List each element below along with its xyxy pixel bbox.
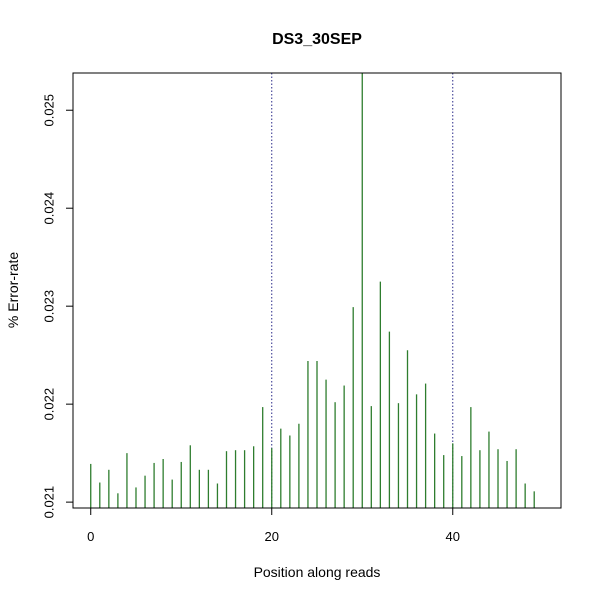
y-tick-label: 0.025 [41,94,56,127]
x-tick-label: 20 [265,529,279,544]
y-tick-label: 0.024 [41,192,56,225]
chart-title: DS3_30SEP [272,31,362,48]
x-tick-label: 0 [87,529,94,544]
bars-group [90,73,535,508]
vline-group [271,73,454,508]
x-tick-label: 40 [446,529,460,544]
x-axis-label: Position along reads [254,564,381,580]
x-axis: 0 20 40 [87,507,460,544]
y-tick-label: 0.022 [41,388,56,421]
y-axis: 0.021 0.022 0.023 0.024 0.025 [41,94,74,519]
y-tick-label: 0.021 [41,486,56,519]
y-tick-label: 0.023 [41,290,56,323]
y-axis-label: % Error-rate [5,252,21,328]
